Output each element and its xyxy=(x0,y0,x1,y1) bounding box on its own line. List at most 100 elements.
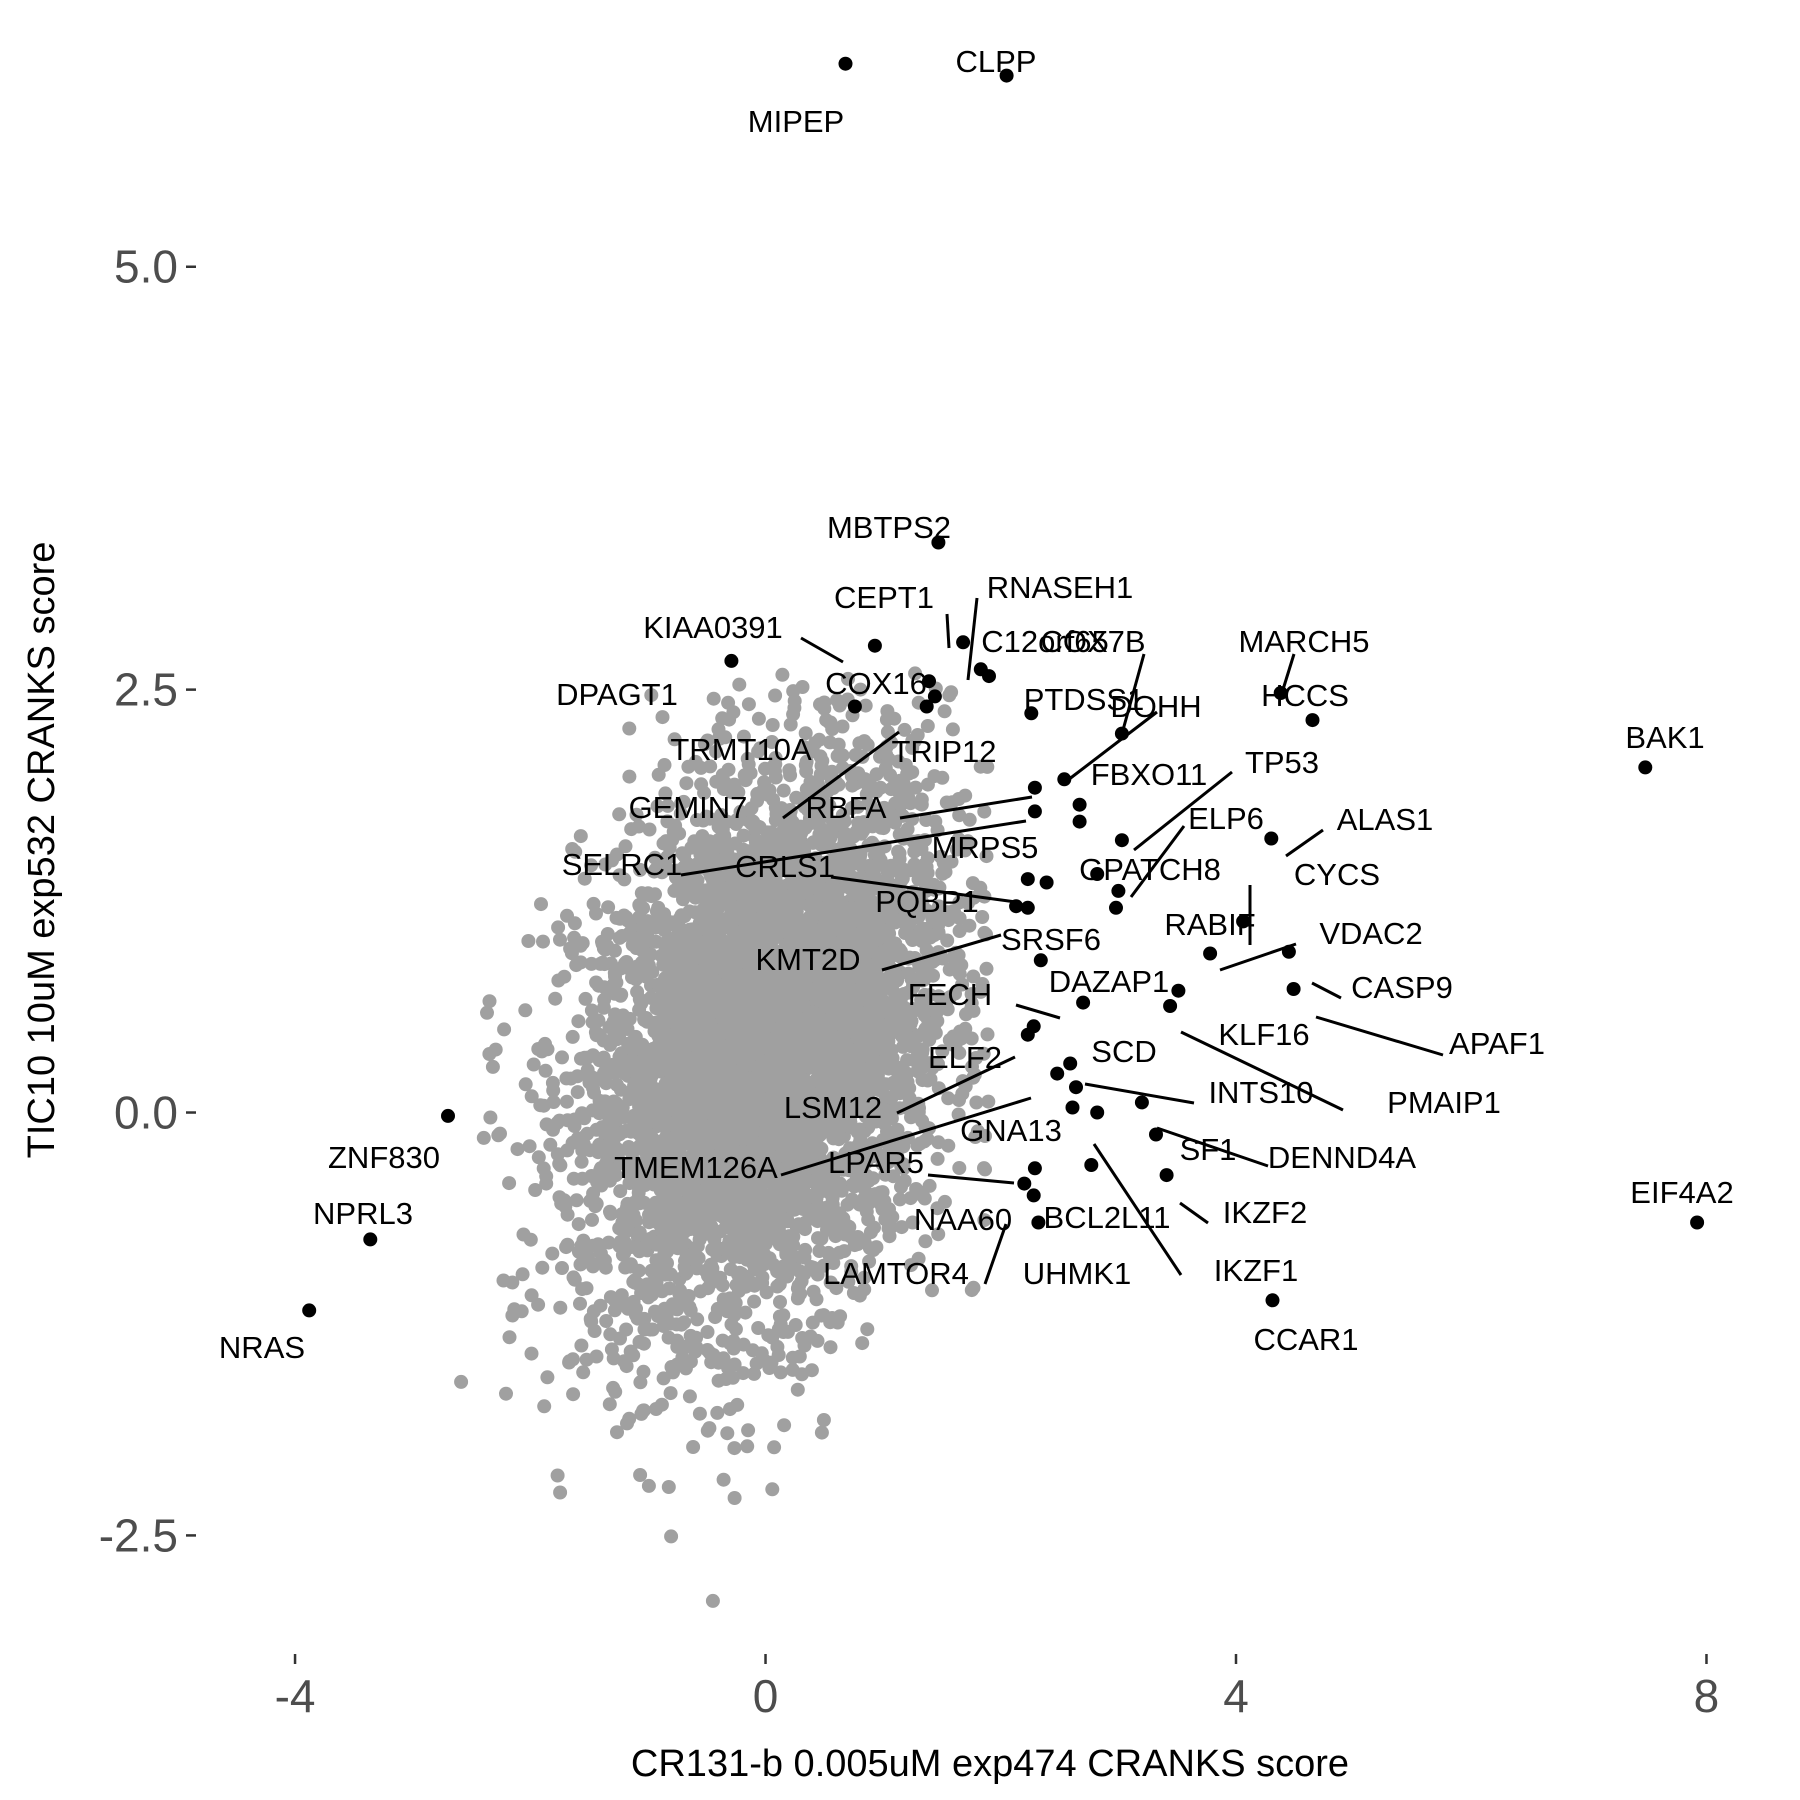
background-point xyxy=(660,798,675,813)
background-point xyxy=(553,932,567,947)
background-point xyxy=(727,1491,742,1505)
background-point xyxy=(663,1386,678,1401)
background-point xyxy=(686,1188,701,1202)
background-point xyxy=(589,1122,604,1137)
background-point xyxy=(576,1233,591,1248)
background-point xyxy=(579,1352,594,1367)
background-point xyxy=(575,936,590,951)
background-point xyxy=(605,1057,620,1072)
background-point xyxy=(560,1113,575,1128)
background-point xyxy=(796,1200,811,1215)
background-point xyxy=(669,1043,684,1058)
background-point xyxy=(801,1174,815,1189)
background-point xyxy=(894,797,908,812)
background-point xyxy=(655,1133,670,1148)
background-point xyxy=(583,1072,598,1087)
background-point xyxy=(937,704,952,719)
background-point xyxy=(585,1212,599,1227)
background-point xyxy=(726,952,741,967)
background-point xyxy=(840,1197,855,1212)
background-point xyxy=(837,1071,852,1086)
background-point xyxy=(524,1089,539,1104)
background-point xyxy=(715,1333,730,1348)
background-point xyxy=(920,1131,935,1146)
background-point xyxy=(607,965,622,980)
background-point xyxy=(981,1094,996,1109)
background-point xyxy=(830,749,845,763)
background-point xyxy=(553,1300,568,1315)
background-point xyxy=(667,883,682,898)
background-point xyxy=(577,871,592,886)
background-point xyxy=(886,1169,901,1184)
background-point xyxy=(836,1211,851,1226)
background-point xyxy=(969,1095,984,1110)
background-point xyxy=(751,711,766,726)
background-point xyxy=(860,1322,875,1337)
background-point xyxy=(670,1302,685,1317)
background-point xyxy=(601,1107,616,1122)
background-point xyxy=(721,1361,736,1376)
background-point xyxy=(548,991,563,1006)
background-point xyxy=(576,1365,591,1380)
background-point xyxy=(633,1375,648,1390)
background-point xyxy=(769,910,784,925)
background-point xyxy=(657,1195,671,1210)
background-point xyxy=(813,749,828,764)
background-point xyxy=(566,1171,581,1186)
background-point xyxy=(546,1095,561,1109)
background-point xyxy=(814,1425,829,1440)
background-point xyxy=(782,986,797,1000)
background-point xyxy=(697,939,712,954)
background-point xyxy=(711,1102,725,1117)
background-point xyxy=(772,1309,787,1324)
background-point xyxy=(483,1110,498,1125)
background-point xyxy=(881,1221,896,1236)
background-point xyxy=(790,1382,805,1397)
background-point xyxy=(586,1304,601,1319)
background-point xyxy=(485,1059,500,1074)
background-point xyxy=(948,954,963,969)
background-point xyxy=(555,1261,569,1275)
background-point xyxy=(945,795,960,810)
background-point xyxy=(538,1036,552,1051)
background-points xyxy=(454,666,996,1608)
background-point xyxy=(708,1310,723,1325)
background-point xyxy=(717,1014,732,1029)
background-point xyxy=(560,908,574,923)
background-point xyxy=(748,1034,763,1049)
background-point xyxy=(524,1346,539,1361)
background-point xyxy=(624,822,639,837)
background-point xyxy=(706,1228,721,1243)
background-point xyxy=(601,900,616,915)
background-point xyxy=(824,1075,839,1090)
background-point xyxy=(898,1010,913,1025)
background-point xyxy=(892,846,907,861)
background-point xyxy=(770,1339,785,1354)
background-point xyxy=(716,1472,731,1487)
background-point xyxy=(940,933,955,948)
background-point xyxy=(502,1330,517,1345)
background-point xyxy=(537,1399,552,1414)
background-point xyxy=(658,1211,673,1226)
background-point xyxy=(595,934,609,949)
background-point xyxy=(566,1387,581,1402)
background-point xyxy=(655,710,670,725)
background-point xyxy=(662,983,677,998)
background-point xyxy=(920,719,935,733)
background-point xyxy=(674,908,689,923)
background-point xyxy=(958,788,973,803)
background-point xyxy=(678,1361,693,1376)
background-point xyxy=(536,1161,551,1176)
background-point xyxy=(773,1365,788,1380)
background-point xyxy=(649,1001,664,1016)
background-point xyxy=(551,920,566,935)
background-point xyxy=(560,1237,575,1252)
background-point xyxy=(528,1183,543,1197)
background-point xyxy=(573,1296,587,1311)
background-point xyxy=(615,1100,630,1115)
background-point xyxy=(849,888,864,902)
background-point xyxy=(571,1014,586,1029)
background-point xyxy=(622,721,637,736)
background-point xyxy=(697,737,712,751)
background-point xyxy=(904,1110,918,1125)
